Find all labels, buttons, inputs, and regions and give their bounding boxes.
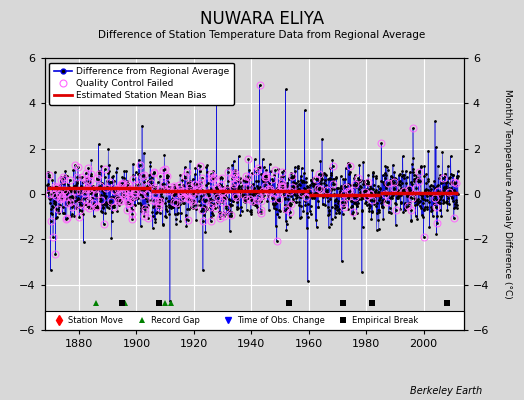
Legend: Difference from Regional Average, Quality Control Failed, Estimated Station Mean: Difference from Regional Average, Qualit… — [49, 62, 234, 105]
Text: Berkeley Earth: Berkeley Earth — [410, 386, 482, 396]
Text: Station Move: Station Move — [68, 316, 123, 325]
Text: Record Gap: Record Gap — [151, 316, 200, 325]
Bar — [45, 311, 464, 330]
Y-axis label: Monthly Temperature Anomaly Difference (°C): Monthly Temperature Anomaly Difference (… — [503, 89, 512, 299]
Text: Time of Obs. Change: Time of Obs. Change — [237, 316, 325, 325]
Text: Empirical Break: Empirical Break — [352, 316, 418, 325]
Text: Difference of Station Temperature Data from Regional Average: Difference of Station Temperature Data f… — [99, 30, 425, 40]
Text: NUWARA ELIYA: NUWARA ELIYA — [200, 10, 324, 28]
